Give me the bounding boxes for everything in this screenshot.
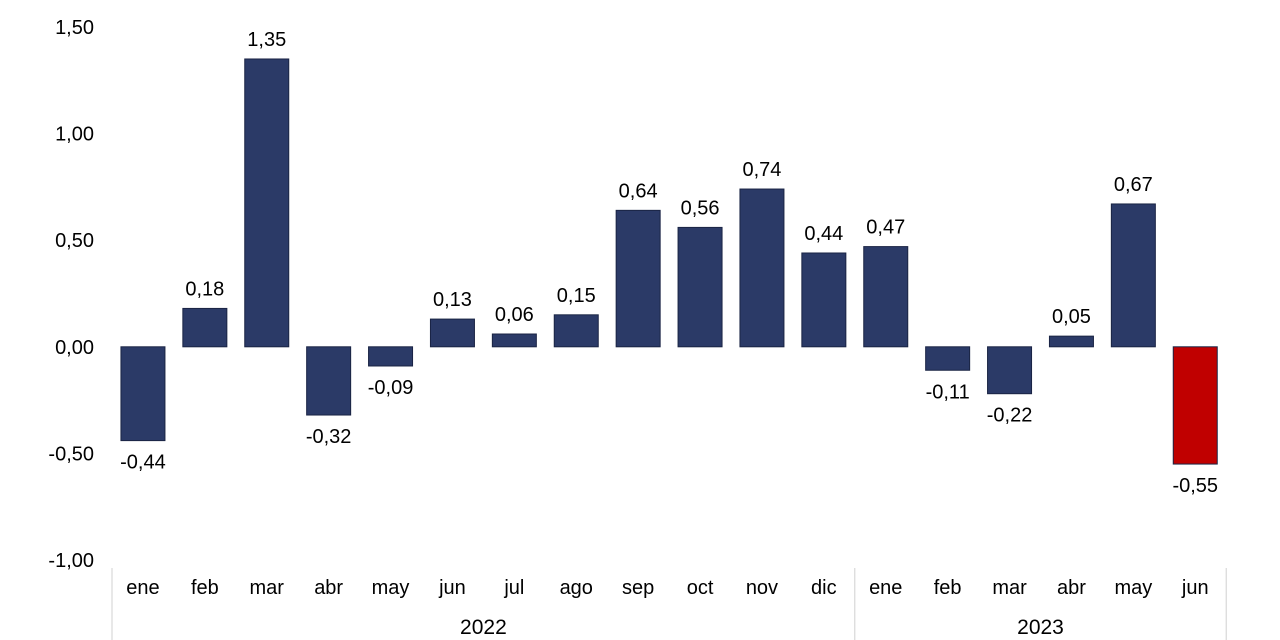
bar xyxy=(120,346,166,442)
data-label: 0,74 xyxy=(742,159,781,181)
data-label: 0,67 xyxy=(1114,174,1153,196)
x-tick-label: ene xyxy=(869,577,902,599)
y-axis: 1,50 1,00 0,50 0,00 -0,50 -1,00 xyxy=(48,17,94,572)
y-tick-label: 0,50 xyxy=(55,230,94,252)
y-tick-label: -0,50 xyxy=(48,443,94,465)
x-tick-label: mar xyxy=(250,577,285,599)
data-label: 0,64 xyxy=(619,180,658,202)
bar xyxy=(368,346,414,367)
year-group-label: 2022 xyxy=(460,616,507,639)
bar xyxy=(1048,335,1094,348)
bar xyxy=(863,246,909,348)
data-label: 1,35 xyxy=(247,29,286,51)
data-label: 0,15 xyxy=(557,285,596,307)
bar xyxy=(491,333,537,348)
x-tick-label: ene xyxy=(126,577,159,599)
y-tick-label: 1,50 xyxy=(55,17,94,39)
x-tick-label: may xyxy=(372,577,410,599)
y-tick-label: 0,00 xyxy=(55,337,94,359)
bar xyxy=(739,188,785,348)
bar xyxy=(801,252,847,348)
y-tick-label: -1,00 xyxy=(48,550,94,572)
data-label: -0,11 xyxy=(926,381,970,403)
x-tick-label: ago xyxy=(560,577,593,599)
data-label: -0,55 xyxy=(1172,475,1218,497)
bar xyxy=(677,226,723,348)
bar xyxy=(244,58,290,348)
value-labels: -0,44 0,18 1,35 -0,32 -0,09 0,13 0,06 0,15 0,64 0… xyxy=(120,29,1218,497)
bar xyxy=(1110,203,1156,348)
bar xyxy=(615,209,661,348)
data-label: 0,44 xyxy=(804,223,843,245)
x-tick-label: sep xyxy=(622,577,654,599)
data-label: 0,13 xyxy=(433,289,472,311)
data-label: -0,22 xyxy=(987,405,1033,427)
x-tick-label: jun xyxy=(438,577,466,599)
bar xyxy=(306,346,352,416)
x-tick-label: nov xyxy=(746,577,778,599)
x-tick-label: jul xyxy=(503,577,524,599)
x-tick-label: dic xyxy=(811,577,837,599)
data-label: 0,47 xyxy=(866,217,905,239)
x-tick-label: feb xyxy=(934,577,962,599)
x-tick-label: may xyxy=(1114,577,1152,599)
bar xyxy=(1172,346,1218,465)
bar xyxy=(429,318,475,348)
y-tick-label: 1,00 xyxy=(55,124,94,146)
bar xyxy=(987,346,1033,395)
data-label: -0,09 xyxy=(368,377,414,399)
bars xyxy=(120,58,1218,465)
data-label: 0,56 xyxy=(681,197,720,219)
data-label: 0,18 xyxy=(185,278,224,300)
x-tick-label: abr xyxy=(1057,577,1086,599)
x-axis: ene feb mar abr may jun jul ago sep oct nov dic ene f… xyxy=(111,568,1227,640)
bar xyxy=(925,346,971,371)
x-tick-label: feb xyxy=(191,577,219,599)
x-tick-label: oct xyxy=(687,577,714,599)
data-label: -0,32 xyxy=(306,426,352,448)
x-tick-label: mar xyxy=(992,577,1027,599)
year-group-label: 2023 xyxy=(1017,616,1064,639)
x-tick-label: jun xyxy=(1181,577,1209,599)
data-label: 0,06 xyxy=(495,304,534,326)
bar xyxy=(182,307,228,348)
x-tick-label: abr xyxy=(314,577,343,599)
data-label: 0,05 xyxy=(1052,306,1091,328)
bar xyxy=(553,314,599,348)
data-label: -0,44 xyxy=(120,452,166,474)
